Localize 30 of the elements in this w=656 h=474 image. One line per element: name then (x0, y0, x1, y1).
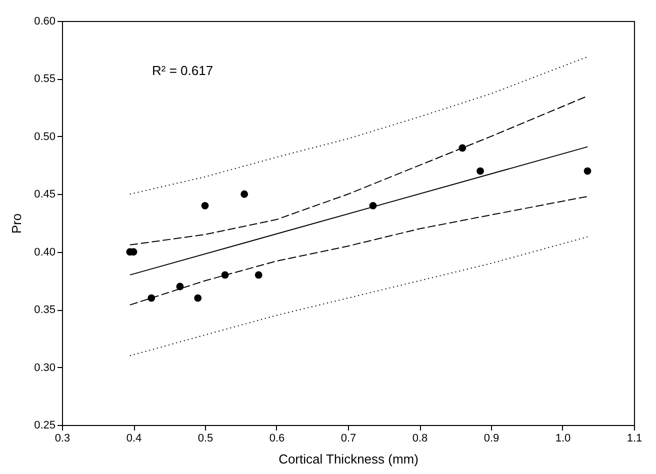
y-tick-label: 0.25 (34, 420, 56, 432)
x-tick-label: 0.7 (340, 432, 356, 444)
x-tick-label: 0.8 (412, 432, 428, 444)
point (584, 167, 592, 175)
line-series (129, 56, 588, 195)
y-axis-title: Pro (9, 213, 24, 234)
x-tick-label: 1.0 (555, 432, 571, 444)
x-tick-label: 1.1 (626, 432, 642, 444)
point (240, 190, 248, 198)
point (176, 282, 184, 290)
point (254, 271, 262, 279)
y-tick-label: 0.50 (34, 130, 56, 143)
y-tick-label: 0.45 (34, 188, 56, 201)
annotation: R² = 0.617 (152, 63, 214, 78)
y-tick-label: 0.55 (34, 73, 56, 86)
x-tick-label: 0.5 (198, 432, 214, 444)
y-tick-label: 0.35 (34, 304, 56, 316)
x-tick-label: 0.6 (269, 432, 285, 444)
y-tick-label: 0.30 (34, 362, 56, 374)
x-axis-title: Cortical Thickness (mm) (278, 452, 418, 466)
x-tick-label: 0.3 (54, 432, 70, 444)
point (194, 294, 202, 302)
x-tick-label: 0.9 (484, 432, 500, 444)
y-tick-label: 0.60 (34, 16, 56, 28)
point (476, 167, 484, 175)
line-series (129, 236, 588, 356)
y-tick-label: 0.40 (34, 246, 56, 258)
point (201, 202, 209, 210)
x-tick-label: 0.4 (126, 432, 142, 444)
line-series (129, 196, 588, 306)
